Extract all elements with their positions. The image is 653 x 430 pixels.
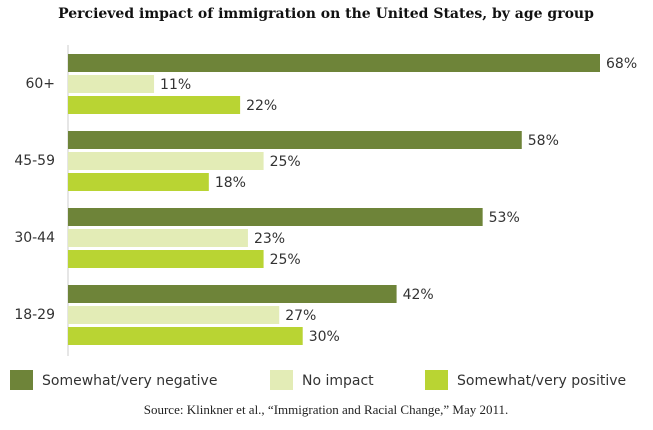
bar — [68, 250, 264, 268]
legend-swatch — [10, 370, 33, 390]
bar — [68, 306, 280, 324]
y-tick-label: 30-44 — [14, 230, 55, 246]
value-label: 30% — [309, 329, 340, 345]
legend-label: Somewhat/very positive — [457, 373, 626, 389]
value-label: 22% — [246, 98, 277, 114]
chart-title: Percieved impact of immigration on the U… — [58, 6, 594, 22]
value-label: 27% — [285, 308, 316, 324]
bar — [68, 285, 397, 303]
bar — [68, 208, 483, 226]
legend-swatch — [270, 370, 293, 390]
bar — [68, 229, 248, 247]
value-label: 68% — [606, 56, 637, 72]
y-tick-label: 45-59 — [14, 153, 55, 169]
bar — [68, 131, 522, 149]
legend-label: No impact — [302, 373, 374, 389]
bar — [68, 152, 264, 170]
value-label: 11% — [160, 77, 191, 93]
value-label: 23% — [254, 231, 285, 247]
value-label: 25% — [270, 154, 301, 170]
y-tick-label: 18-29 — [14, 307, 55, 323]
value-label: 58% — [528, 133, 559, 149]
value-label: 53% — [489, 210, 520, 226]
source-note: Source: Klinkner et al., “Immigration an… — [144, 402, 509, 417]
bar — [68, 96, 241, 114]
bar — [68, 327, 303, 345]
bar — [68, 54, 600, 72]
bar — [68, 173, 209, 191]
legend-label: Somewhat/very negative — [42, 373, 217, 389]
value-label: 42% — [403, 287, 434, 303]
bar — [68, 75, 155, 93]
legend-swatch — [425, 370, 448, 390]
y-tick-label: 60+ — [25, 76, 55, 92]
value-label: 18% — [215, 175, 246, 191]
value-label: 25% — [270, 252, 301, 268]
